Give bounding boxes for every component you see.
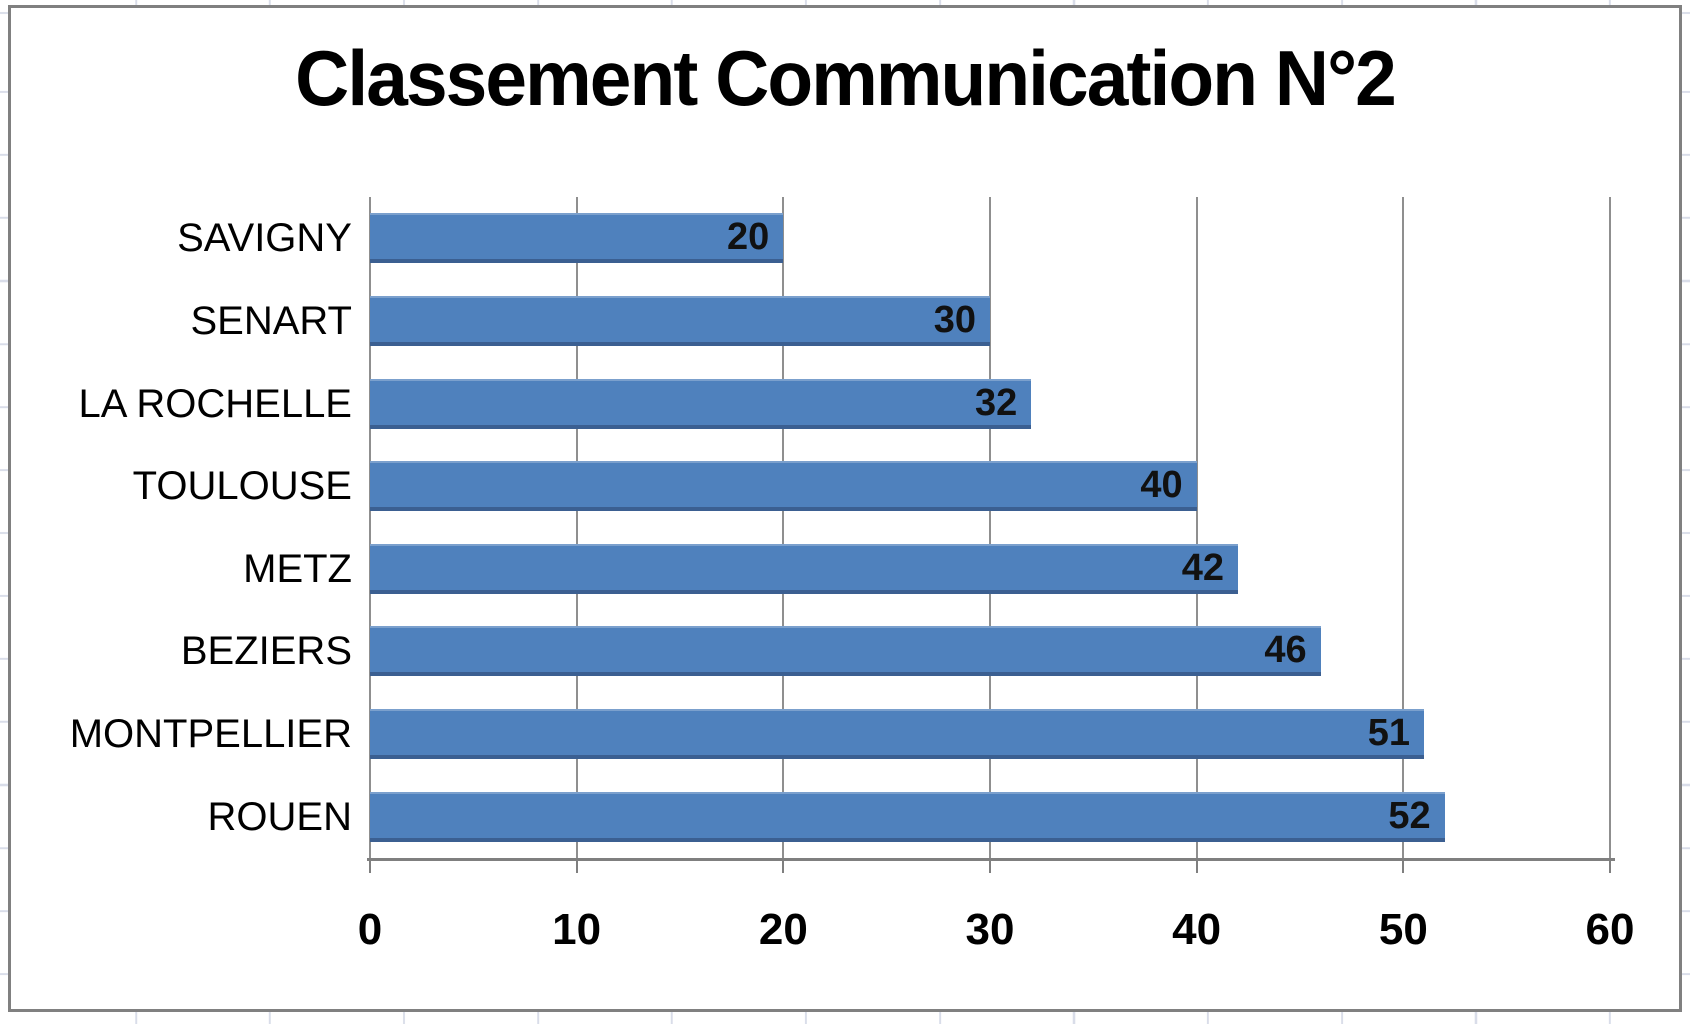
bar-beziers: 46 (370, 626, 1321, 677)
gridline (782, 197, 785, 858)
x-tick-label: 20 (758, 905, 808, 954)
x-tick-label: 0 (357, 905, 383, 954)
x-axis-tick (782, 861, 785, 873)
bar-metz: 42 (370, 543, 1238, 594)
bar-savigny: 20 (370, 213, 784, 264)
x-axis-tick (1402, 861, 1405, 873)
bar-rouen: 52 (370, 791, 1445, 842)
x-tick-label: 60 (1585, 905, 1635, 954)
gridline (1609, 197, 1611, 858)
category-label-montpellier: MONTPELLIER (69, 712, 352, 757)
category-label-beziers: BEZIERS (180, 629, 352, 674)
category-label-la-rochelle: LA ROCHELLE (78, 381, 352, 426)
bar-la-rochelle: 32 (370, 378, 1032, 429)
gridline (1195, 197, 1198, 858)
bar-value-label: 46 (1264, 629, 1307, 672)
bar-montpellier: 51 (370, 709, 1424, 760)
x-axis-tick (575, 861, 578, 873)
x-axis-tick (989, 861, 991, 873)
chart-title: Classement Communication N°2 (295, 34, 1397, 122)
x-tick-label: 50 (1378, 905, 1428, 954)
bar-value-label: 42 (1181, 546, 1224, 589)
x-axis-tick (369, 861, 371, 873)
plot-area: 20 30 32 40 42 46 51 52 (369, 197, 1611, 858)
category-label-senart: SENART (190, 298, 352, 343)
bar-value-label: 52 (1388, 794, 1431, 837)
x-axis-tick (1609, 861, 1611, 873)
gridline (575, 197, 578, 858)
x-tick-label: 30 (965, 905, 1015, 954)
bar-value-label: 51 (1367, 712, 1410, 755)
x-axis-tick (1195, 861, 1198, 873)
bar-value-label: 40 (1140, 464, 1183, 507)
category-label-savigny: SAVIGNY (177, 216, 352, 261)
x-tick-label: 10 (552, 905, 602, 954)
gridline (369, 197, 371, 858)
category-label-rouen: ROUEN (207, 794, 352, 839)
gridline (1402, 197, 1405, 858)
x-axis-line (367, 858, 1615, 861)
category-label-metz: METZ (243, 546, 352, 591)
bar-toulouse: 40 (370, 461, 1197, 512)
gridline (989, 197, 991, 858)
bar-value-label: 30 (933, 298, 976, 341)
bar-value-label: 32 (975, 381, 1018, 424)
category-label-toulouse: TOULOUSE (132, 464, 352, 509)
x-tick-label: 40 (1172, 905, 1222, 954)
bar-senart: 30 (370, 295, 990, 346)
bar-value-label: 20 (727, 216, 770, 259)
